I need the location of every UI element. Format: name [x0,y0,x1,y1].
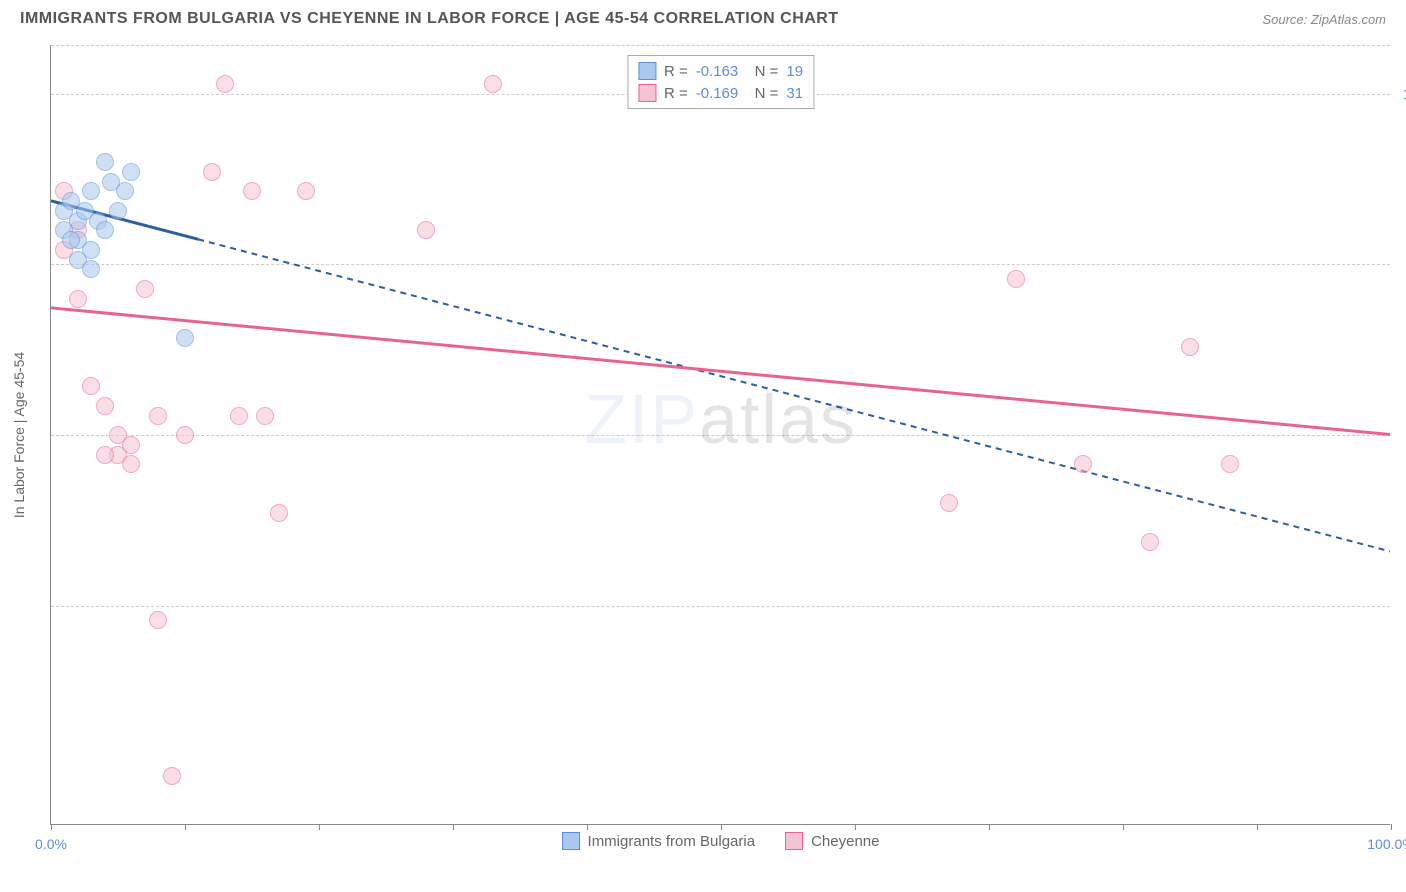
x-tick [1391,824,1392,830]
data-point-cheyenne [243,182,261,200]
data-point-cheyenne [96,446,114,464]
data-point-cheyenne [1007,270,1025,288]
data-point-cheyenne [122,455,140,473]
grid-line [51,45,1390,46]
data-point-bulgaria [62,231,80,249]
data-point-cheyenne [270,504,288,522]
grid-line [51,264,1390,265]
correlation-legend: R = -0.163 N = 19 R = -0.169 N = 31 [627,55,814,109]
r-value-bulgaria: -0.163 [696,63,739,80]
data-point-bulgaria [176,329,194,347]
legend-row-bulgaria: R = -0.163 N = 19 [638,60,803,82]
data-point-cheyenne [1074,455,1092,473]
data-point-cheyenne [203,163,221,181]
data-point-cheyenne [149,611,167,629]
data-point-bulgaria [122,163,140,181]
swatch-bulgaria-icon [562,832,580,850]
data-point-cheyenne [1141,533,1159,551]
grid-line [51,435,1390,436]
watermark: ZIPatlas [584,379,857,459]
x-tick [453,824,454,830]
data-point-cheyenne [230,407,248,425]
data-point-cheyenne [1181,338,1199,356]
data-point-cheyenne [417,221,435,239]
y-tick-label: 65.0% [1395,427,1406,443]
r-value-cheyenne: -0.169 [696,85,739,102]
data-point-bulgaria [82,182,100,200]
data-point-bulgaria [116,182,134,200]
grid-line [51,606,1390,607]
x-tick [855,824,856,830]
data-point-bulgaria [109,202,127,220]
data-point-cheyenne [216,75,234,93]
x-tick [185,824,186,830]
swatch-bulgaria [638,62,656,80]
data-point-cheyenne [484,75,502,93]
source-label: Source: ZipAtlas.com [1262,12,1386,27]
data-point-bulgaria [96,153,114,171]
x-tick-label: 0.0% [35,836,67,852]
y-tick-label: 47.5% [1395,598,1406,614]
data-point-cheyenne [940,494,958,512]
data-point-cheyenne [163,767,181,785]
x-tick [721,824,722,830]
chart-title: IMMIGRANTS FROM BULGARIA VS CHEYENNE IN … [20,10,839,28]
n-value-bulgaria: 19 [786,63,803,80]
data-point-cheyenne [176,426,194,444]
data-point-cheyenne [256,407,274,425]
data-point-cheyenne [96,397,114,415]
x-tick [1123,824,1124,830]
legend-item-bulgaria: Immigrants from Bulgaria [562,832,756,850]
x-tick [587,824,588,830]
y-axis-label: In Labor Force | Age 45-54 [11,351,27,517]
x-tick [51,824,52,830]
data-point-cheyenne [1221,455,1239,473]
series-legend: Immigrants from Bulgaria Cheyenne [562,832,880,850]
y-tick-label: 100.0% [1395,86,1406,102]
chart-plot-area: In Labor Force | Age 45-54 47.5%65.0%82.… [50,45,1390,825]
data-point-cheyenne [82,377,100,395]
data-point-cheyenne [297,182,315,200]
x-tick [989,824,990,830]
data-point-cheyenne [122,436,140,454]
x-tick-label: 100.0% [1367,836,1406,852]
x-tick [1257,824,1258,830]
legend-row-cheyenne: R = -0.169 N = 31 [638,82,803,104]
legend-label-bulgaria: Immigrants from Bulgaria [588,833,756,850]
legend-item-cheyenne: Cheyenne [785,832,879,850]
data-point-cheyenne [69,290,87,308]
data-point-cheyenne [149,407,167,425]
swatch-cheyenne-icon [785,832,803,850]
x-tick [319,824,320,830]
swatch-cheyenne [638,84,656,102]
data-point-bulgaria [82,260,100,278]
data-point-bulgaria [96,221,114,239]
n-value-cheyenne: 31 [786,85,803,102]
legend-label-cheyenne: Cheyenne [811,833,879,850]
data-point-cheyenne [136,280,154,298]
y-tick-label: 82.5% [1395,256,1406,272]
